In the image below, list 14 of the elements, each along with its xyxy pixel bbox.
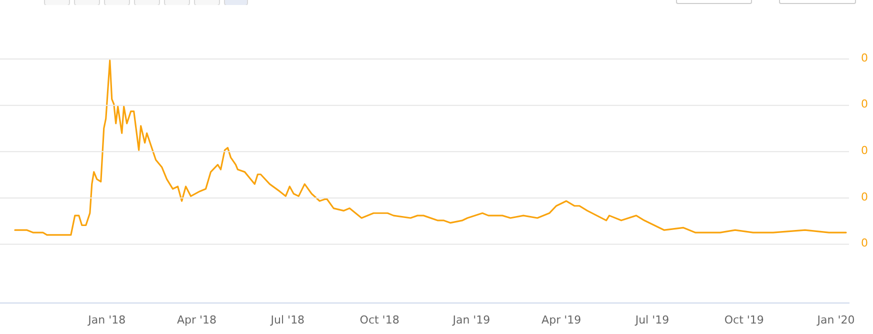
text: 0 xyxy=(861,144,868,158)
x-tick-label: Jul '18 xyxy=(270,313,305,326)
x-tick-label: Jan '20 xyxy=(816,313,855,326)
x-tick-label: Oct '18 xyxy=(360,313,400,326)
x-tick-label: Oct '19 xyxy=(724,313,764,326)
x-tick-label: Jan '19 xyxy=(452,313,490,326)
text: 0 xyxy=(861,190,868,204)
x-tick-label: Apr '18 xyxy=(176,313,217,326)
x-tick-label: Jul '19 xyxy=(634,313,670,326)
text: 0 xyxy=(861,98,868,111)
text: 0 xyxy=(861,51,868,64)
x-tick-label: Apr '19 xyxy=(542,313,582,326)
text: 0 xyxy=(861,236,868,250)
x-tick-label: Jan '18 xyxy=(87,313,126,326)
